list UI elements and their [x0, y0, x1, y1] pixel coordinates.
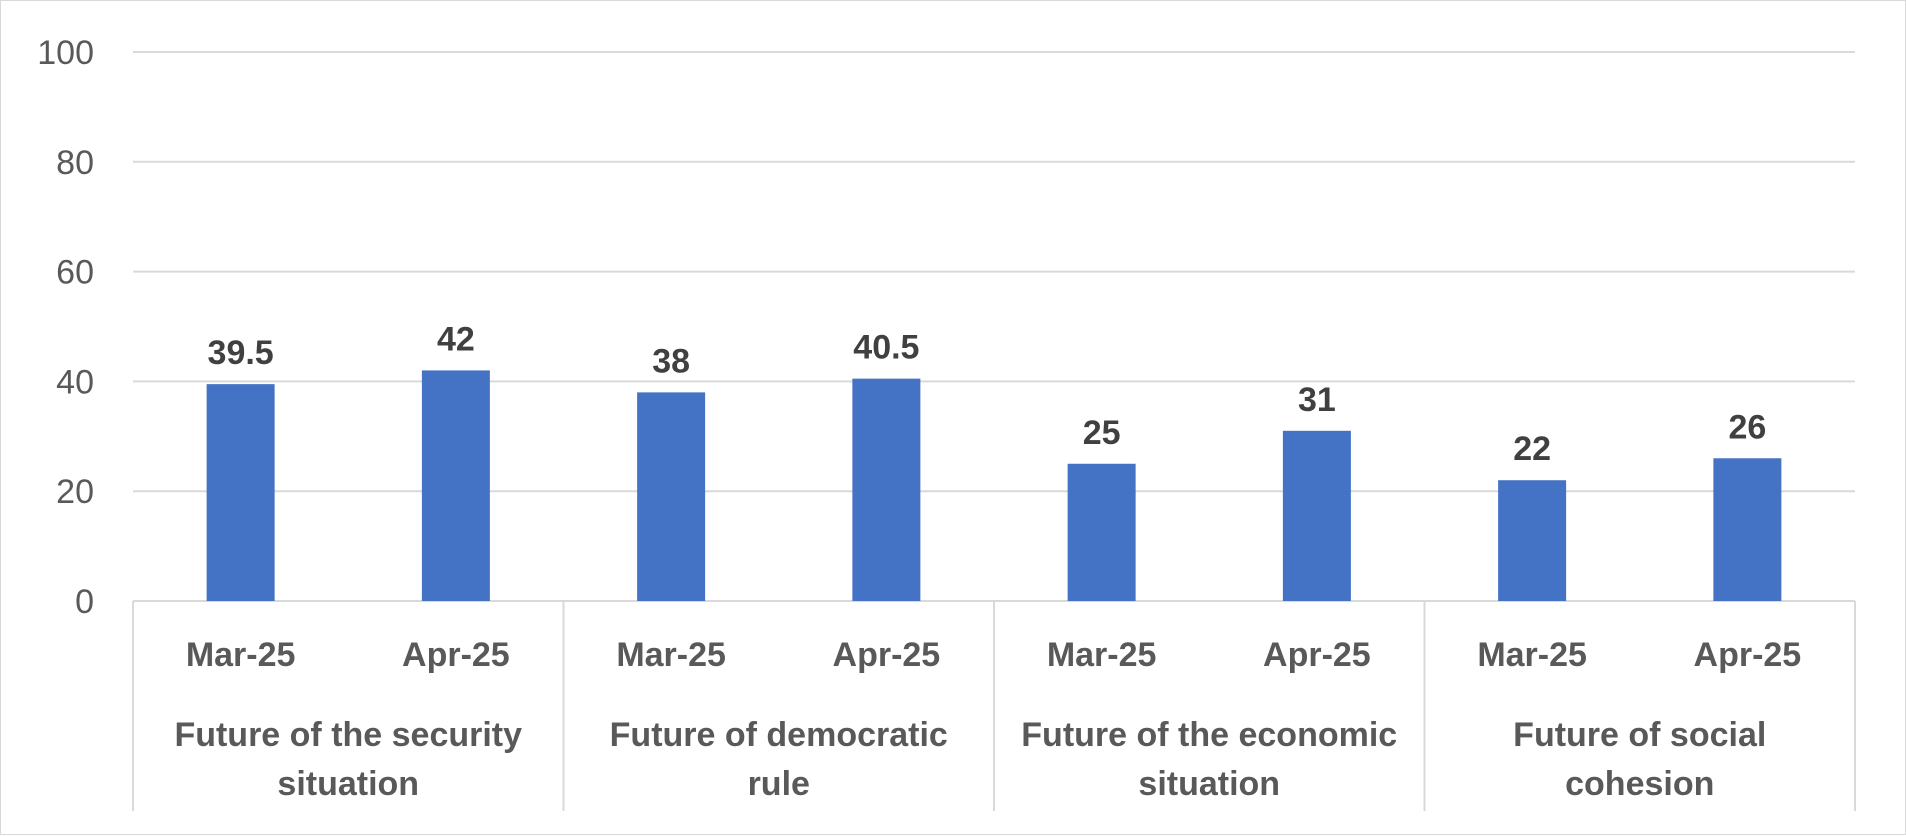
x-tick-label: Mar-25: [616, 636, 726, 674]
bar: [637, 392, 706, 601]
group-label: Future of the economic: [1021, 716, 1397, 754]
y-tick-label: 80: [56, 144, 94, 182]
bar: [206, 384, 275, 601]
x-tick-label: Mar-25: [1047, 636, 1157, 674]
group-label: Future of democratic: [610, 716, 948, 754]
x-tick-label: Mar-25: [186, 636, 296, 674]
group-label: cohesion: [1565, 765, 1714, 803]
data-label: 22: [1513, 430, 1551, 468]
y-tick-label: 60: [56, 254, 94, 292]
group-label: situation: [1138, 765, 1280, 803]
data-label: 25: [1083, 414, 1121, 452]
bar: [852, 378, 921, 601]
x-tick-label: Apr-25: [833, 636, 941, 674]
x-tick-label: Apr-25: [1694, 636, 1802, 674]
bar: [1713, 458, 1782, 601]
data-label: 26: [1728, 408, 1766, 446]
group-label: Future of the security: [174, 716, 522, 754]
data-label: 39.5: [208, 334, 274, 372]
x-tick-label: Apr-25: [402, 636, 510, 674]
data-label: 38: [652, 342, 690, 380]
bar: [1282, 430, 1351, 601]
data-label: 40.5: [853, 329, 919, 367]
bar: [1498, 480, 1567, 601]
y-tick-label: 40: [56, 363, 94, 401]
group-label: situation: [277, 765, 419, 803]
data-label: 31: [1298, 381, 1336, 419]
group-label: Future of social: [1513, 716, 1766, 754]
x-tick-label: Apr-25: [1263, 636, 1371, 674]
y-tick-label: 20: [56, 473, 94, 511]
group-label: rule: [748, 765, 810, 803]
bar: [421, 370, 490, 601]
y-tick-label: 0: [75, 583, 94, 621]
bar: [1067, 463, 1136, 601]
y-tick-label: 100: [37, 34, 94, 72]
x-tick-label: Mar-25: [1477, 636, 1587, 674]
data-label: 42: [437, 320, 475, 358]
